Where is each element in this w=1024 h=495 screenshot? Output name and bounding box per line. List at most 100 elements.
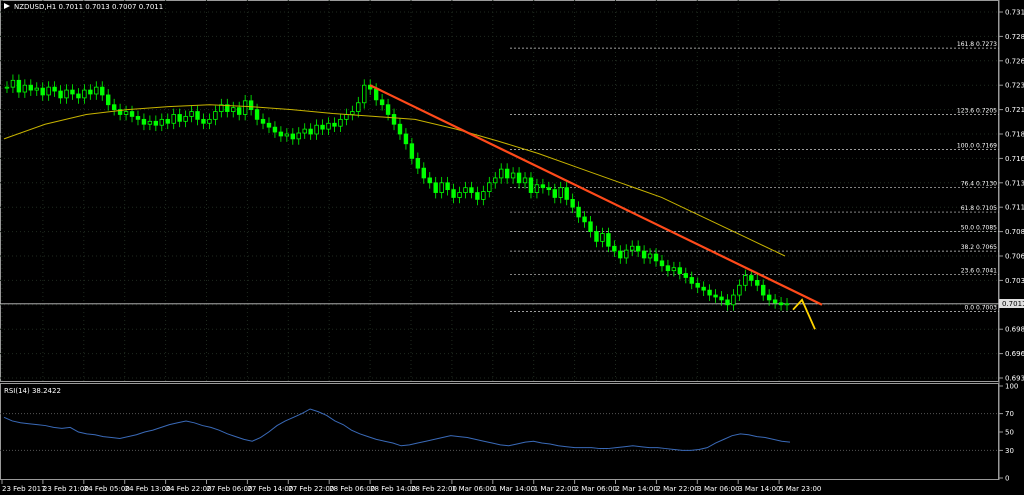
candle-body bbox=[766, 294, 772, 301]
candle-body bbox=[499, 168, 504, 179]
rsi-line bbox=[3, 408, 791, 451]
candle-body bbox=[111, 104, 117, 111]
x-tick-label: 1 Mar 06:00 bbox=[452, 485, 494, 493]
fib-level-label: 50.0 0.7085 bbox=[961, 225, 997, 232]
candle-body bbox=[719, 296, 724, 301]
fib-level-label: 123.6 0.7205 bbox=[957, 107, 997, 114]
x-tick-label: 28 Feb 14:00 bbox=[370, 485, 416, 493]
candle-body bbox=[4, 86, 10, 89]
candle-body bbox=[647, 253, 653, 259]
trendline-line bbox=[369, 84, 823, 306]
candle-body bbox=[671, 267, 677, 272]
candle-body bbox=[308, 128, 313, 135]
candle-body bbox=[612, 245, 617, 252]
candle-body bbox=[594, 231, 599, 242]
candle-body bbox=[630, 245, 635, 251]
candle-body bbox=[171, 114, 176, 124]
candle-body bbox=[784, 303, 790, 306]
candle-body bbox=[600, 233, 605, 242]
candle-body bbox=[409, 143, 415, 159]
candle-body bbox=[219, 104, 224, 112]
candle-body bbox=[522, 177, 528, 184]
fibonacci-levels: 161.8 0.7273 123.6 0.7205 100.0 0.7169 76.4… bbox=[0, 41, 999, 312]
candle-body bbox=[189, 111, 194, 117]
y-tick-label: 0.6985 bbox=[1005, 326, 1024, 334]
candle-body bbox=[100, 86, 105, 96]
x-tick-label: 5 Mar 23:00 bbox=[779, 485, 821, 493]
candle-body bbox=[373, 88, 379, 101]
candle-body bbox=[34, 87, 39, 91]
rsi-tick-label: 70 bbox=[1005, 410, 1014, 418]
candle-body bbox=[475, 192, 480, 200]
candle-body bbox=[76, 93, 81, 99]
candle-body bbox=[213, 111, 218, 120]
candle-body bbox=[16, 79, 22, 93]
candle-body bbox=[701, 286, 706, 291]
candle-body bbox=[326, 122, 331, 130]
candle-body bbox=[356, 102, 361, 112]
candle-body bbox=[665, 265, 671, 272]
x-tick-label: 27 Feb 06:00 bbox=[207, 485, 253, 493]
candle-body bbox=[320, 124, 325, 130]
candle-body bbox=[296, 132, 301, 140]
candle-body bbox=[653, 253, 659, 262]
candle-body bbox=[469, 187, 474, 193]
candle-body bbox=[237, 107, 242, 115]
candle-body bbox=[141, 118, 147, 125]
candle-body bbox=[254, 109, 260, 120]
title-arrow-icon bbox=[4, 3, 10, 9]
candle-body bbox=[159, 118, 164, 126]
rsi-tick-label: 100 bbox=[1005, 383, 1018, 391]
candle-body bbox=[564, 187, 569, 200]
candle-body bbox=[737, 284, 742, 296]
candle-body bbox=[755, 279, 760, 286]
projection bbox=[792, 298, 816, 330]
candle-body bbox=[302, 128, 307, 134]
candle-body bbox=[314, 124, 319, 135]
x-tick-label: 24 Feb 13:00 bbox=[125, 485, 171, 493]
candle-body bbox=[421, 167, 426, 179]
candles bbox=[4, 74, 790, 311]
moving-average bbox=[3, 104, 786, 257]
candle-body bbox=[338, 118, 343, 127]
candle-body bbox=[129, 111, 135, 117]
candle-body bbox=[772, 299, 778, 304]
fib-level-label: 161.8 0.7273 bbox=[957, 41, 997, 48]
x-tick-label: 24 Feb 22:00 bbox=[166, 485, 212, 493]
candle-body bbox=[635, 245, 641, 252]
candle-body bbox=[558, 187, 563, 198]
candle-body bbox=[576, 206, 581, 218]
x-tick-label: 27 Feb 22:00 bbox=[288, 485, 334, 493]
candle-body bbox=[248, 100, 254, 111]
rsi-title: RSI(14) 38.2422 bbox=[4, 387, 61, 395]
candle-body bbox=[153, 120, 159, 126]
candle-body bbox=[749, 275, 754, 281]
candle-body bbox=[52, 86, 57, 92]
candle-body bbox=[487, 182, 492, 192]
candle-body bbox=[457, 192, 462, 198]
candle-body bbox=[433, 182, 438, 193]
fib-level-label: 23.6 0.7041 bbox=[961, 268, 997, 275]
y-tick-label: 0.6935 bbox=[1005, 375, 1024, 383]
candle-body bbox=[582, 216, 587, 223]
candle-body bbox=[504, 168, 510, 179]
candle-body bbox=[546, 187, 552, 191]
candle-body bbox=[278, 131, 284, 137]
candle-body bbox=[344, 114, 349, 120]
current-price-label: 0.7011 bbox=[1002, 300, 1024, 308]
candle-body bbox=[659, 260, 665, 267]
candle-body bbox=[445, 182, 450, 191]
candle-body bbox=[707, 289, 712, 296]
fib-level-label: 100.0 0.7169 bbox=[957, 143, 997, 150]
candle-body bbox=[70, 89, 75, 95]
candle-body bbox=[94, 86, 99, 95]
y-tick-label: 0.7035 bbox=[1005, 277, 1024, 285]
candle-body bbox=[516, 172, 522, 184]
candle-body bbox=[284, 133, 290, 137]
candle-body bbox=[385, 104, 391, 115]
